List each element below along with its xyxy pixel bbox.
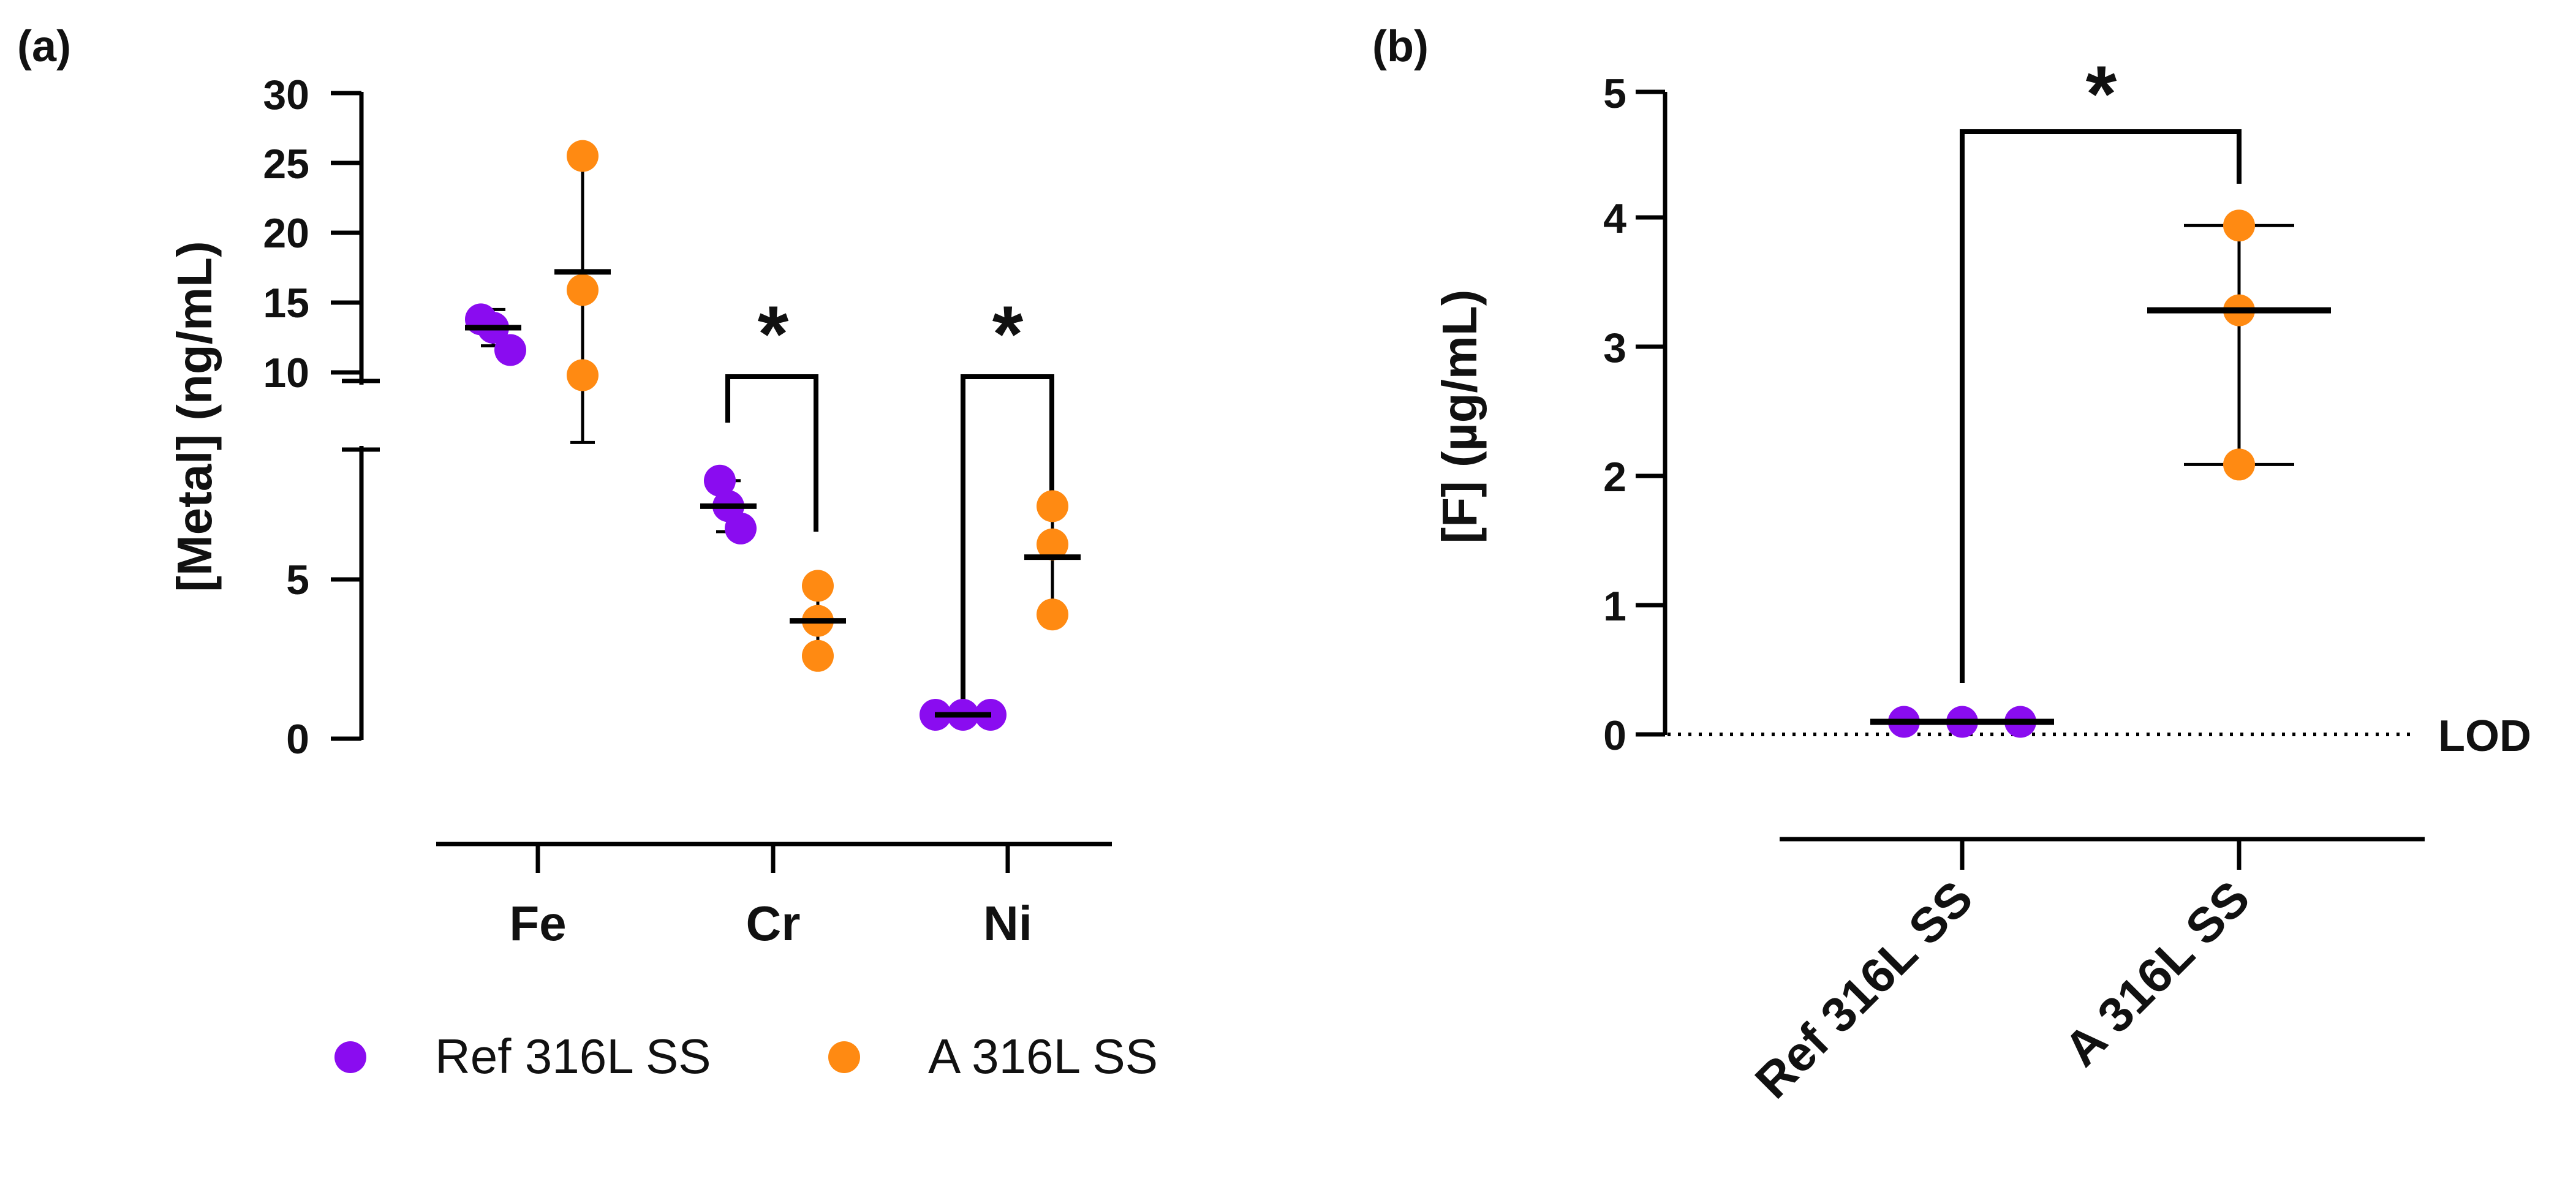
- panel-a-point-ref: [704, 464, 736, 497]
- panel-a-significance-bracket-cr: [725, 374, 818, 532]
- panel-a-label: (a): [17, 22, 71, 71]
- panel-a-y-tick-label: 5: [286, 557, 309, 603]
- panel-a-point-ref: [494, 334, 526, 366]
- panel-a-data-marks: [465, 140, 1081, 731]
- panel-a-significance-star-cr: *: [758, 289, 789, 379]
- panel-b-significance-star: *: [2086, 49, 2117, 138]
- panel-b-x-tick-label-ref: Ref 316L SS: [1745, 870, 1983, 1109]
- panel-b-y-tick-label: 1: [1603, 583, 1626, 630]
- panel-b-x-tick-label-a: A 316L SS: [2054, 870, 2260, 1076]
- legend-ref-marker: [334, 1041, 366, 1073]
- panel-a-point-a: [1037, 598, 1068, 631]
- panel-b: (b) [F] (µg/mL) 5 4 3 2 1 0 LOD Ref 316L…: [1372, 22, 2531, 1109]
- panel-a-point-a: [567, 359, 599, 391]
- panel-b-significance-bracket: [1960, 129, 2242, 683]
- panel-a-point-a: [802, 570, 834, 602]
- panel-b-y-axis-label: [F] (µg/mL): [1432, 290, 1487, 544]
- panel-a-point-a: [567, 274, 599, 306]
- legend-a-marker: [828, 1041, 860, 1073]
- panel-b-y-tick-label: 2: [1603, 454, 1626, 500]
- panel-a-point-a: [567, 140, 599, 172]
- panel-a-x-tick-label-cr: Cr: [746, 896, 801, 951]
- panel-a-y-tick-label: 30: [263, 72, 309, 118]
- panel-b-label: (b): [1372, 22, 1429, 71]
- panel-a-y-axis-label: [Metal] (ng/mL): [167, 241, 222, 592]
- panel-a-y-tick-label: 10: [263, 350, 309, 396]
- legend-a-label: A 316L SS: [928, 1029, 1158, 1084]
- panel-a: (a) [Metal] (ng/mL) 30 25 20 15 10 5 0 F…: [17, 22, 1158, 1084]
- panel-b-y-tick-label: 4: [1603, 195, 1626, 242]
- panel-b-point-a: [2223, 448, 2255, 481]
- panel-b-y-tick-label: 5: [1603, 70, 1626, 117]
- panel-a-y-tick-label: 0: [286, 716, 309, 763]
- panel-a-point-a: [1037, 490, 1068, 522]
- panel-b-point-a: [2223, 209, 2255, 242]
- legend-ref-label: Ref 316L SS: [435, 1029, 711, 1084]
- panel-a-point-a: [802, 639, 834, 672]
- lod-label: LOD: [2438, 712, 2531, 761]
- panel-b-y-tick-label: 3: [1603, 325, 1626, 371]
- panel-a-y-tick-label: 20: [263, 210, 309, 257]
- panel-a-significance-bracket-ni: [961, 374, 1054, 704]
- panel-b-data-marks: [1870, 209, 2331, 738]
- panel-a-significance-star-ni: *: [992, 289, 1024, 379]
- panel-a-point-a: [1037, 528, 1068, 560]
- panel-a-y-tick-label: 15: [263, 280, 309, 326]
- panel-a-x-tick-label-fe: Fe: [509, 896, 566, 951]
- panel-a-y-tick-label: 25: [263, 141, 309, 187]
- panel-b-y-tick-label: 0: [1603, 712, 1626, 759]
- panel-a-x-tick-label-ni: Ni: [983, 896, 1032, 951]
